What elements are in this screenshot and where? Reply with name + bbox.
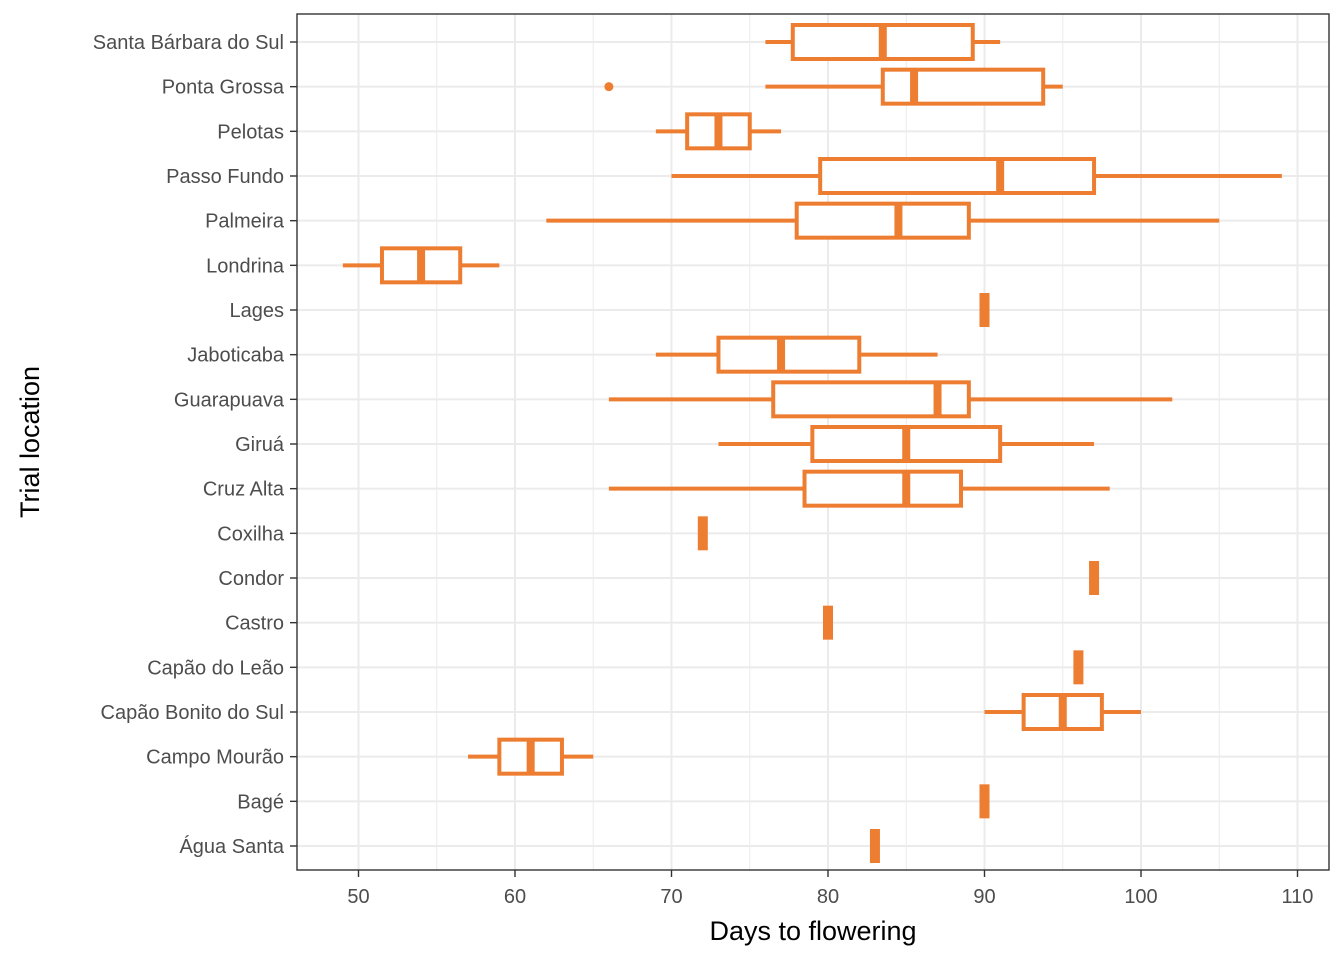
y-tick-label: Palmeira bbox=[205, 211, 285, 233]
plot-panel-border bbox=[296, 13, 1330, 871]
median-bar bbox=[1073, 650, 1084, 685]
median-bar bbox=[1089, 561, 1100, 595]
box-group bbox=[468, 737, 594, 776]
box-group bbox=[979, 293, 990, 327]
median-bar bbox=[823, 605, 833, 640]
x-tick-label: 60 bbox=[504, 886, 526, 908]
box-group bbox=[718, 425, 1095, 463]
box-group bbox=[608, 469, 1110, 508]
box-group bbox=[1089, 561, 1100, 595]
x-tick-label: 110 bbox=[1282, 886, 1314, 908]
box-group bbox=[984, 693, 1141, 731]
median-bar bbox=[979, 784, 990, 819]
box-group bbox=[655, 335, 938, 374]
box-group bbox=[671, 157, 1282, 195]
y-tick-label: Campo Mourão bbox=[146, 747, 284, 769]
iqr-box bbox=[802, 469, 964, 508]
median-bar bbox=[869, 829, 880, 863]
box-group bbox=[608, 380, 1173, 419]
y-axis-title: Trial location bbox=[15, 366, 45, 518]
boxes-layer bbox=[342, 23, 1282, 863]
y-tick-label: Pelotas bbox=[217, 121, 284, 143]
median-bar bbox=[979, 293, 990, 327]
y-axis: Santa Bárbara do Sul Ponta Grossa Pelotas P… bbox=[93, 32, 297, 858]
box-group bbox=[979, 784, 990, 819]
x-tick-label: 100 bbox=[1124, 886, 1157, 908]
y-tick-label: Água Santa bbox=[179, 835, 284, 858]
y-tick-label: Condor bbox=[218, 568, 284, 590]
x-tick-label: 90 bbox=[973, 886, 995, 908]
y-tick-label: Santa Bárbara do Sul bbox=[93, 32, 284, 54]
box-group bbox=[869, 829, 880, 863]
y-tick-label: Jaboticaba bbox=[187, 345, 285, 367]
y-tick-label: Londrina bbox=[206, 255, 285, 277]
box-group bbox=[1073, 650, 1084, 685]
iqr-box bbox=[880, 67, 1046, 106]
iqr-box bbox=[794, 201, 971, 240]
y-tick-label: Capão Bonito do Sul bbox=[101, 702, 284, 724]
y-tick-label: Capão do Leão bbox=[147, 657, 284, 679]
box-group bbox=[546, 201, 1220, 240]
y-tick-label: Ponta Grossa bbox=[162, 77, 285, 99]
iqr-box bbox=[716, 335, 862, 374]
y-tick-label: Castro bbox=[225, 613, 284, 635]
y-tick-label: Giruá bbox=[235, 434, 285, 456]
x-tick-label: 80 bbox=[817, 886, 839, 908]
y-tick-label: Cruz Alta bbox=[203, 479, 285, 501]
box-group bbox=[823, 605, 833, 640]
y-tick-label: Bagé bbox=[237, 791, 284, 813]
box-group bbox=[765, 23, 1001, 61]
box-group bbox=[342, 246, 500, 285]
y-tick-label: Passo Fundo bbox=[166, 166, 284, 188]
y-tick-label: Coxilha bbox=[217, 523, 285, 545]
box-group bbox=[604, 67, 1063, 106]
x-axis-title: Days to flowering bbox=[709, 916, 916, 946]
box-group bbox=[655, 112, 782, 151]
y-tick-label: Lages bbox=[230, 300, 285, 322]
box-group bbox=[697, 516, 708, 551]
y-tick-label: Guarapuava bbox=[174, 389, 285, 411]
x-tick-label: 50 bbox=[347, 886, 369, 908]
x-tick-label: 70 bbox=[660, 886, 682, 908]
iqr-box bbox=[818, 157, 1097, 195]
outlier-point bbox=[604, 82, 614, 92]
x-axis: 50 60 70 80 90 100 110 bbox=[347, 870, 1313, 908]
median-bar bbox=[697, 516, 708, 551]
